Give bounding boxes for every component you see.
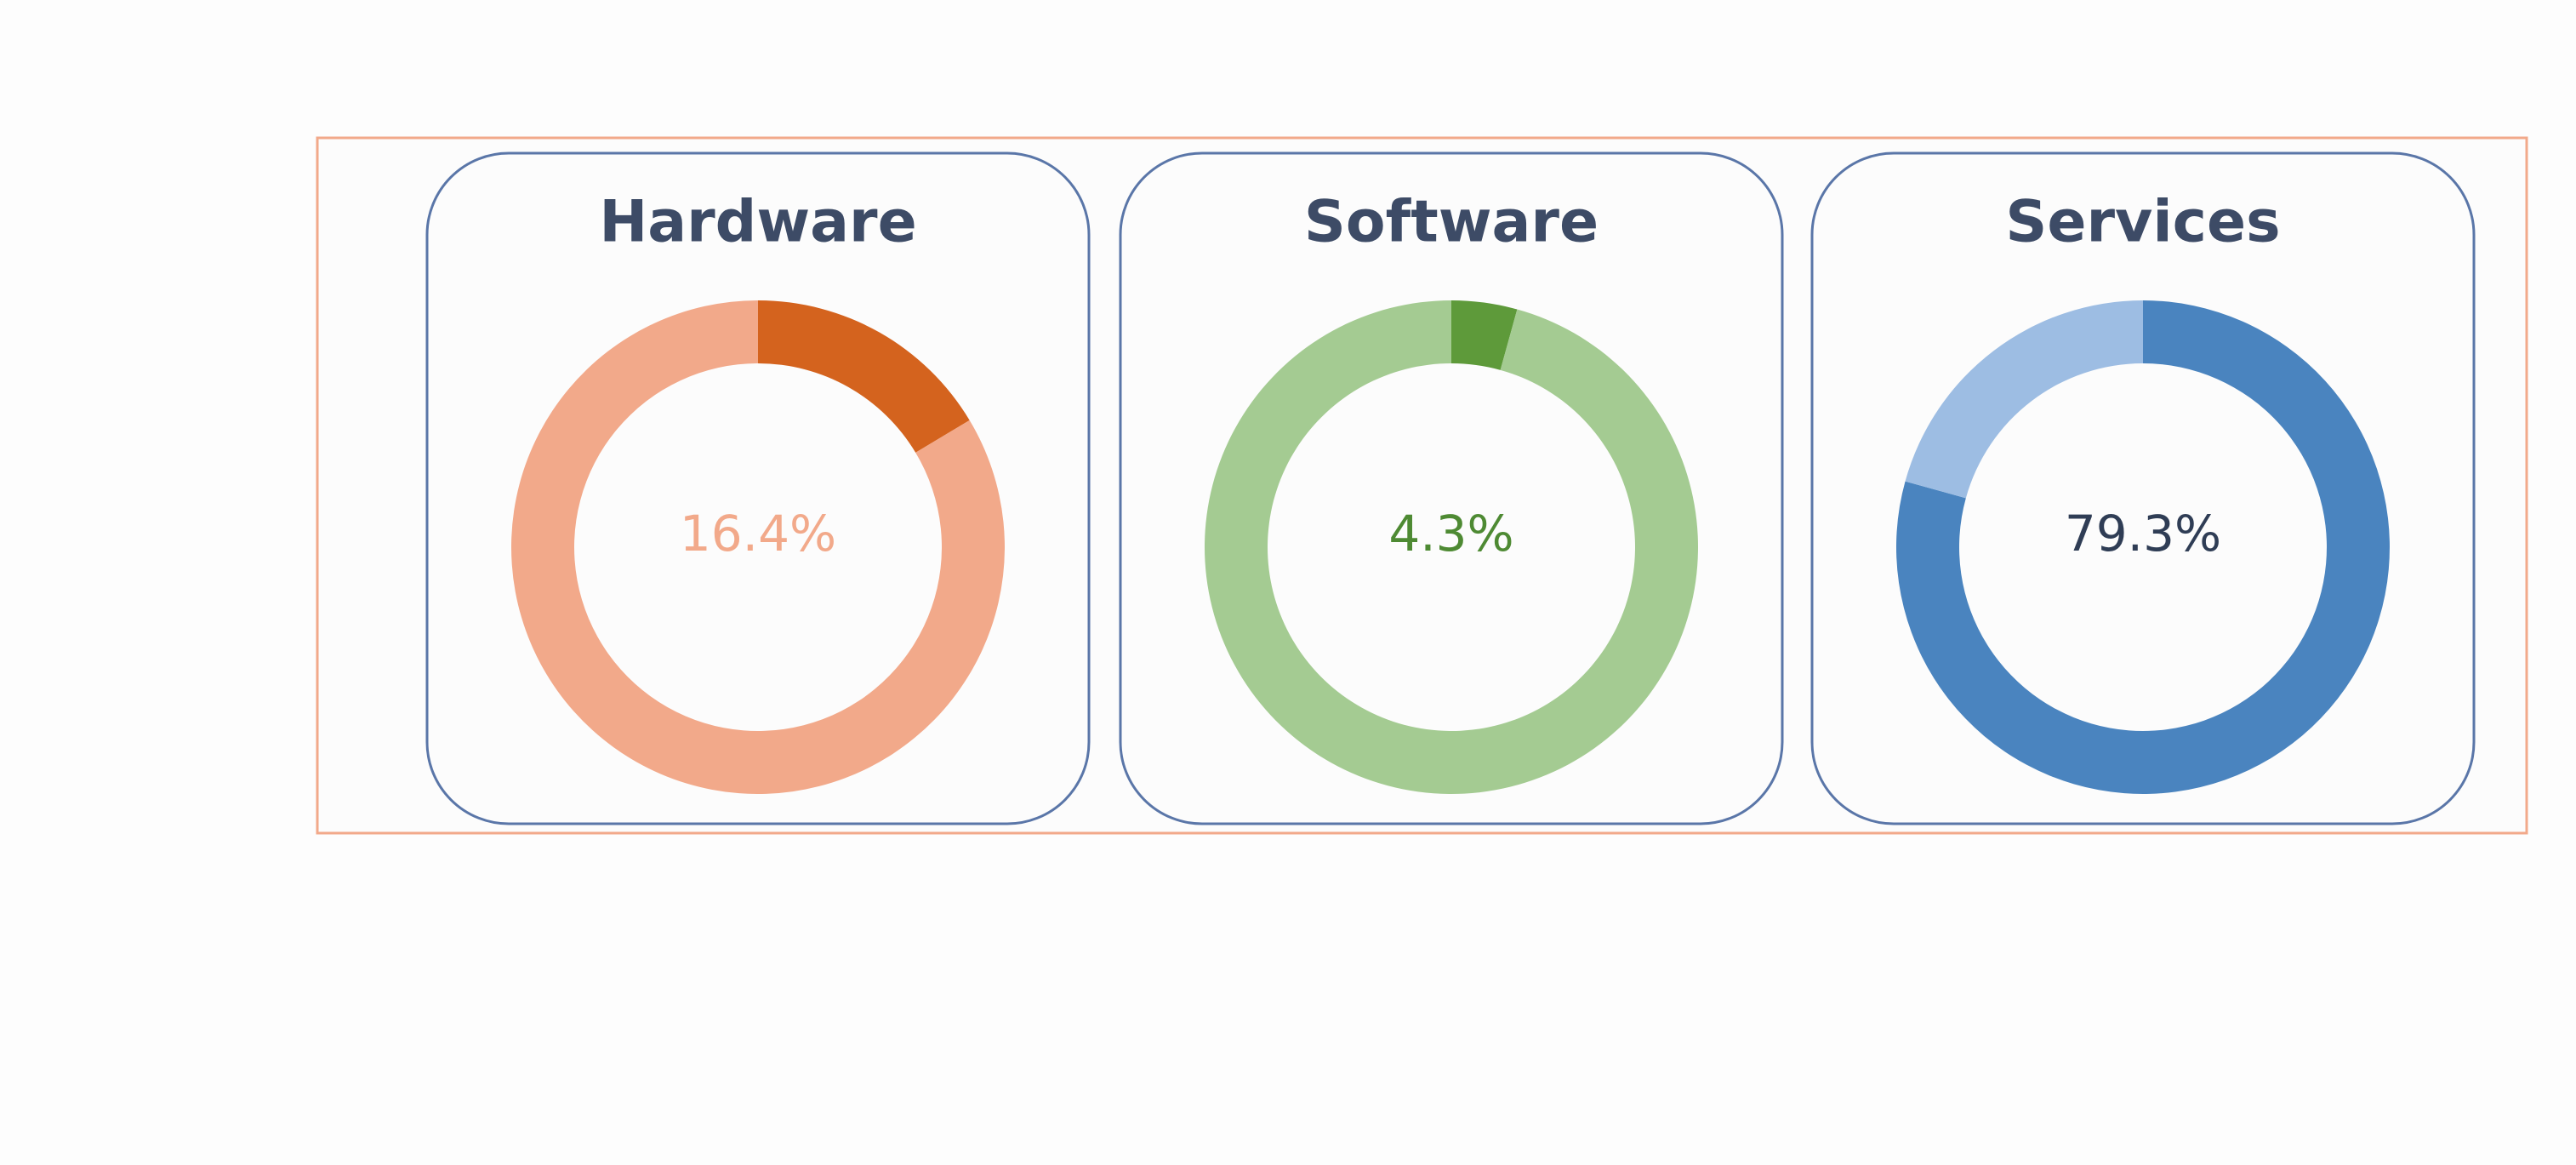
card xyxy=(1810,151,2476,825)
donut-segment xyxy=(758,300,970,453)
card-title: Hardware xyxy=(599,189,916,256)
card-title: Software xyxy=(1304,189,1599,256)
card xyxy=(425,151,1091,825)
center-label: 4.3% xyxy=(1388,505,1513,563)
donut-segment xyxy=(1451,300,1518,370)
center-label: 79.3% xyxy=(2065,505,2221,563)
donut-segment xyxy=(1905,300,2143,499)
card xyxy=(1119,151,1784,825)
card-title: Services xyxy=(2005,189,2280,256)
center-label: 16.4% xyxy=(680,505,836,563)
